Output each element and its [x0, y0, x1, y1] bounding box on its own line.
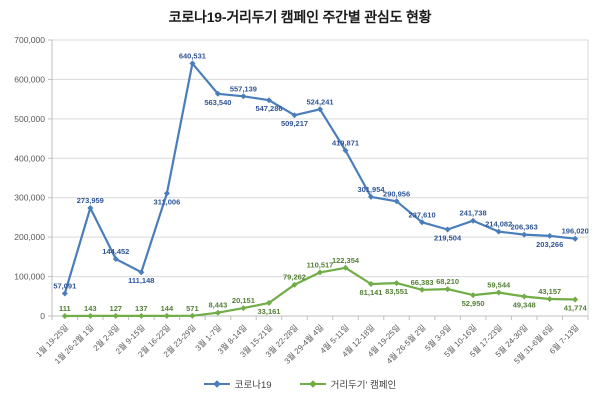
svg-text:83,551: 83,551 [385, 287, 408, 296]
svg-text:137: 137 [135, 304, 148, 313]
line-chart: 0 100,000 200,000 300,000 400,000 500,000 600,… [14, 35, 589, 366]
legend-marker-covid19-icon [203, 379, 230, 389]
svg-text:640,531: 640,531 [179, 51, 206, 60]
svg-text:100,000: 100,000 [14, 272, 45, 282]
svg-text:400,000: 400,000 [14, 153, 45, 163]
svg-text:301,954: 301,954 [357, 185, 385, 194]
svg-text:311,006: 311,006 [154, 197, 181, 206]
svg-text:144,452: 144,452 [102, 247, 129, 256]
chart-legend: 코로나19 거리두기' 캠페인 [0, 371, 600, 397]
svg-text:68,210: 68,210 [436, 277, 459, 286]
svg-text:290,956: 290,956 [383, 189, 410, 198]
svg-text:43,157: 43,157 [538, 287, 561, 296]
svg-text:700,000: 700,000 [14, 35, 45, 45]
svg-text:41,774: 41,774 [564, 304, 588, 313]
svg-text:419,871: 419,871 [332, 139, 359, 148]
svg-text:57,091: 57,091 [53, 282, 76, 291]
svg-text:81,141: 81,141 [360, 288, 383, 297]
svg-text:144: 144 [161, 304, 174, 313]
svg-text:59,544: 59,544 [487, 281, 511, 290]
svg-text:203,266: 203,266 [536, 240, 563, 249]
svg-text:8,443: 8,443 [209, 301, 228, 310]
svg-text:219,504: 219,504 [434, 234, 462, 243]
svg-text:241,738: 241,738 [460, 209, 487, 218]
svg-text:557,139: 557,139 [230, 84, 257, 93]
svg-text:122,354: 122,354 [332, 256, 360, 265]
svg-text:110,517: 110,517 [307, 260, 334, 269]
y-gridlines [48, 39, 588, 317]
svg-text:509,217: 509,217 [281, 119, 308, 128]
svg-text:111: 111 [59, 304, 71, 313]
svg-text:66,383: 66,383 [411, 278, 434, 287]
svg-text:214,082: 214,082 [485, 220, 512, 229]
svg-text:143: 143 [84, 304, 97, 313]
x-axis-ticks [51, 316, 589, 320]
svg-text:196,020: 196,020 [562, 227, 589, 236]
svg-text:571: 571 [186, 304, 199, 313]
svg-text:111,148: 111,148 [128, 276, 154, 285]
legend-label-campaign: 거리두기' 캠페인 [330, 380, 397, 391]
y-axis-labels: 0 100,000 200,000 300,000 400,000 500,000 600,… [14, 35, 45, 321]
svg-text:206,363: 206,363 [511, 223, 538, 232]
svg-text:273,959: 273,959 [77, 196, 104, 205]
svg-text:33,161: 33,161 [258, 307, 281, 316]
svg-text:547,286: 547,286 [255, 104, 282, 113]
svg-text:52,950: 52,950 [462, 299, 485, 308]
svg-text:127: 127 [110, 304, 123, 313]
svg-text:20,151: 20,151 [232, 296, 255, 305]
svg-text:600,000: 600,000 [14, 74, 45, 84]
svg-text:524,241: 524,241 [306, 97, 333, 106]
svg-text:563,540: 563,540 [204, 98, 231, 107]
svg-text:300,000: 300,000 [14, 193, 45, 203]
svg-text:0: 0 [40, 311, 45, 321]
legend-item-covid19: 코로나19 [203, 377, 272, 391]
svg-text:237,610: 237,610 [409, 210, 436, 219]
legend-marker-campaign-icon [299, 379, 326, 389]
svg-text:49,348: 49,348 [513, 301, 536, 310]
svg-text:79,262: 79,262 [283, 273, 306, 282]
svg-text:500,000: 500,000 [14, 114, 45, 124]
svg-text:200,000: 200,000 [14, 232, 45, 242]
legend-label-covid19: 코로나19 [234, 380, 272, 391]
series-0: 57,091 273,959 144,452 111,148 311,006 640,53… [53, 51, 589, 297]
chart-title: 코로나19-거리두기 캠페인 주간별 관심도 현황 [168, 9, 432, 25]
legend-item-campaign: 거리두기' 캠페인 [299, 377, 397, 391]
